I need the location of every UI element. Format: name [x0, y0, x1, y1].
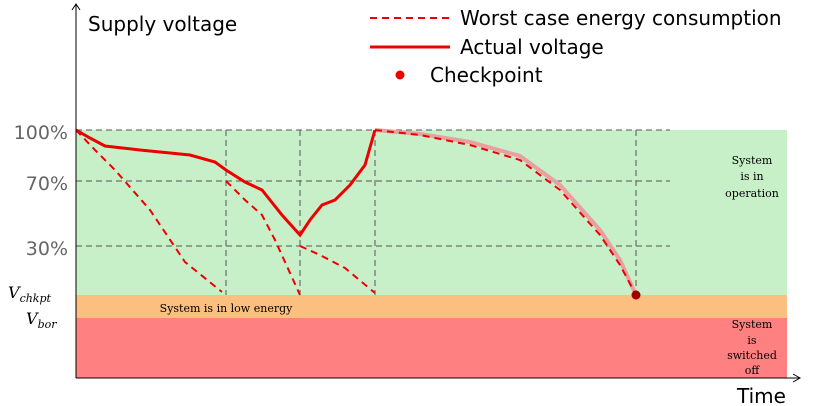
- region-label: switched: [727, 349, 777, 362]
- region-label: operation: [725, 187, 779, 200]
- threshold-main: V: [8, 283, 21, 302]
- axes: [71, 3, 802, 383]
- legend-swatch: [395, 70, 405, 80]
- region-label: off: [745, 364, 761, 377]
- level-label: 30%: [26, 238, 68, 260]
- checkpoint: [631, 290, 641, 300]
- region-label: is: [747, 334, 757, 347]
- worst-case-curve: [374, 129, 637, 296]
- region-label: System: [732, 154, 773, 167]
- legend-label: Worst case energy consumption: [460, 6, 782, 30]
- actual-voltage-curve-tail: [374, 128, 638, 296]
- legend-label: Actual voltage: [460, 35, 604, 59]
- level-label: 70%: [26, 173, 68, 195]
- threshold-sub: chkpt: [20, 292, 52, 305]
- region-label: System is in low energy: [160, 302, 293, 315]
- threshold-main: V: [26, 309, 39, 328]
- low-energy-region: [76, 295, 787, 318]
- threshold-label: Vchkpt: [8, 283, 52, 305]
- region-label: is in: [740, 170, 763, 183]
- threshold-label: Vbor: [26, 309, 57, 331]
- threshold-sub: bor: [38, 318, 58, 331]
- legend-label: Checkpoint: [430, 63, 543, 87]
- actual-voltage-curve: [75, 128, 377, 238]
- worst-case-curves: [75, 129, 376, 296]
- x-axis-label: Time: [736, 384, 786, 406]
- y-axis-label: Supply voltage: [88, 12, 237, 36]
- guide-lines: [76, 129, 670, 295]
- region-label: System: [732, 318, 773, 331]
- level-label: 100%: [14, 122, 68, 144]
- off-region: [76, 318, 787, 378]
